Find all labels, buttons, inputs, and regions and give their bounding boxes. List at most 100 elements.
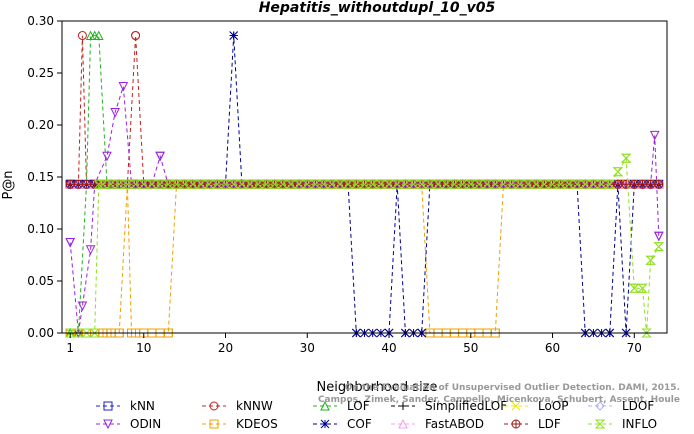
data-point <box>424 179 436 189</box>
data-point <box>334 179 346 189</box>
y-tick-label: 0.25 <box>27 66 54 80</box>
data-point <box>77 301 88 312</box>
data-point <box>203 179 215 189</box>
data-point <box>588 179 599 189</box>
legend-label: INFLO <box>622 417 657 431</box>
data-point <box>261 179 272 189</box>
data-point <box>514 179 526 189</box>
legend-marker <box>103 401 113 411</box>
data-point <box>138 179 149 189</box>
data-point <box>187 179 199 189</box>
legend-item-odin: ODIN <box>96 417 161 431</box>
data-point <box>481 179 493 189</box>
data-point <box>649 130 660 141</box>
data-point <box>416 179 427 189</box>
legend-label: kNNW <box>236 399 273 413</box>
data-point <box>620 153 632 163</box>
legend-label: SimplifiedLOF <box>425 399 507 413</box>
data-point <box>73 179 83 189</box>
data-point <box>154 179 166 189</box>
data-point <box>65 179 75 189</box>
data-point <box>82 179 92 189</box>
plot-frame <box>61 20 668 334</box>
data-point <box>383 179 395 189</box>
data-point <box>621 179 631 189</box>
x-tick-label: 70 <box>627 341 642 355</box>
legend-item-inflo: INFLO <box>588 417 657 431</box>
legend-item-fastabod: FastABOD <box>391 417 484 431</box>
x-axis-label: Neighborhood size <box>317 380 438 395</box>
data-point <box>163 179 174 189</box>
data-point <box>293 179 305 189</box>
data-point <box>73 328 84 338</box>
data-point <box>90 179 100 189</box>
legend-item-kdeos: KDEOS <box>202 417 278 431</box>
data-point <box>114 179 125 189</box>
series-kdeos <box>65 179 664 338</box>
x-tick-label: 30 <box>300 341 315 355</box>
data-point <box>122 179 133 189</box>
data-point <box>81 328 92 338</box>
data-point <box>391 179 403 189</box>
legend: kNN kNNW LOF SimplifiedLOF LoOP LDOF ODIN KDEOS… <box>96 399 657 431</box>
legend-item-cof: COF <box>313 417 372 431</box>
data-point <box>77 31 87 41</box>
series-knnw <box>65 31 664 189</box>
data-point <box>269 179 280 189</box>
legend-item-loop: LoOP <box>504 399 569 413</box>
y-tick-label: 0.00 <box>27 326 54 340</box>
data-point <box>155 151 165 162</box>
plot-area <box>64 30 665 339</box>
legend-marker <box>511 419 521 429</box>
data-point <box>555 179 566 189</box>
y-tick-label: 0.05 <box>27 274 54 288</box>
data-point <box>653 242 665 252</box>
data-point <box>171 179 182 189</box>
y-tick-label: 0.10 <box>27 222 54 236</box>
data-point <box>506 179 517 189</box>
data-point <box>641 328 652 338</box>
data-point <box>110 108 120 118</box>
series-odin <box>65 82 664 339</box>
legend-label: LDOF <box>622 399 654 413</box>
data-point <box>367 179 378 189</box>
data-point <box>449 179 460 189</box>
x-tick-label: 40 <box>381 341 396 355</box>
legend-marker <box>511 401 521 411</box>
data-point <box>244 179 256 189</box>
data-point <box>89 328 100 338</box>
data-point <box>359 179 370 189</box>
data-point <box>441 179 452 189</box>
data-point <box>408 179 419 189</box>
data-point <box>64 328 76 338</box>
data-point <box>645 255 656 265</box>
x-tick-label: 10 <box>136 341 151 355</box>
legend-marker <box>398 418 408 429</box>
watermark-line-2: Campos, Zimek, Sander, Campello, Micenko… <box>318 395 680 405</box>
data-point <box>457 179 468 189</box>
data-point <box>596 179 607 189</box>
data-point <box>118 82 129 92</box>
data-point <box>220 179 231 189</box>
data-point <box>351 179 362 189</box>
data-point <box>400 179 411 189</box>
legend-label: LDF <box>538 417 561 431</box>
data-point <box>465 179 476 189</box>
data-point <box>342 179 354 189</box>
data-point <box>473 179 485 189</box>
legend-item-lof: LOF <box>313 399 370 413</box>
legend-label: COF <box>347 417 372 431</box>
x-tick-label: 50 <box>463 341 478 355</box>
legend-marker <box>399 402 407 410</box>
series-line <box>70 183 659 334</box>
data-point <box>285 179 297 189</box>
data-point <box>97 179 109 189</box>
legend-item-simplifiedlof: SimplifiedLOF <box>391 399 507 413</box>
data-point <box>105 179 117 189</box>
data-point <box>318 179 329 189</box>
legend-label: LOF <box>347 399 370 413</box>
legend-item-ldof: LDOF <box>588 399 654 413</box>
data-point <box>654 179 664 189</box>
legend-label: ODIN <box>130 417 161 431</box>
